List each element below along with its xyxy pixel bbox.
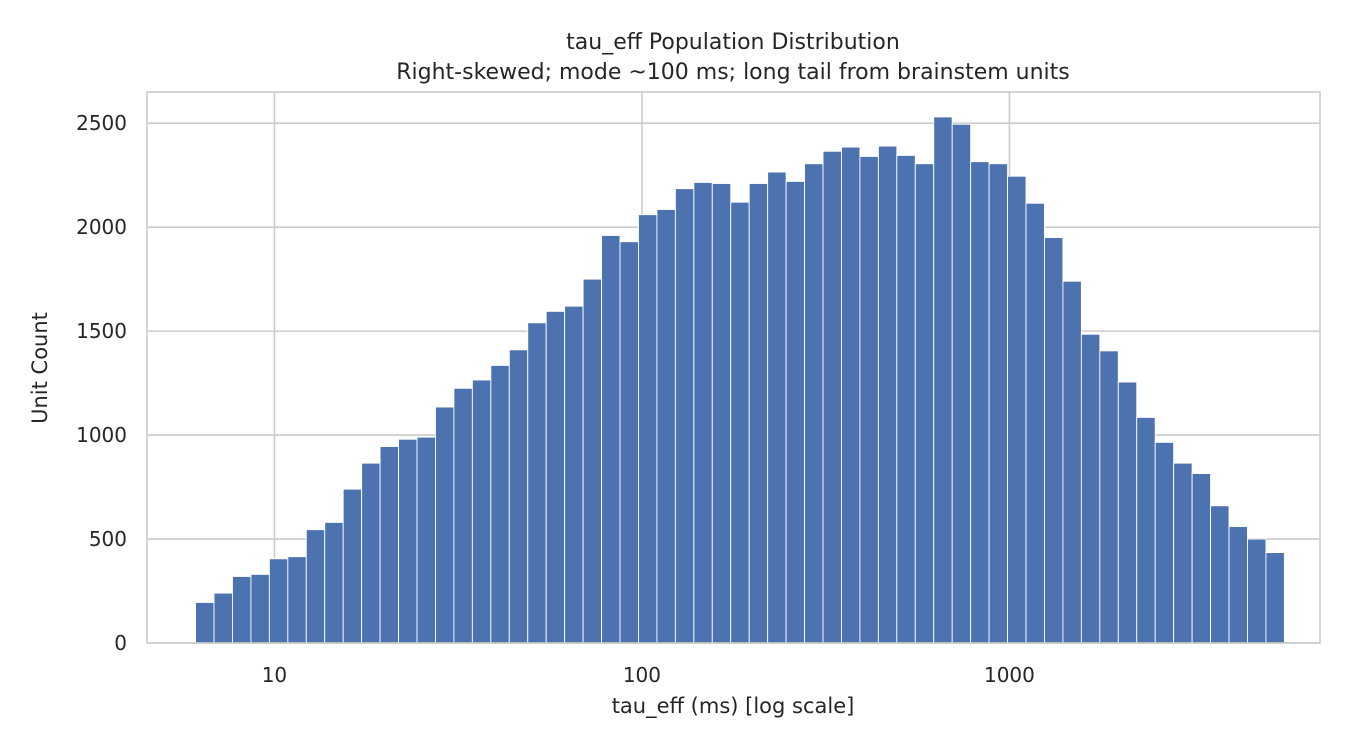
chart-subtitle: Right-skewed; mode ~100 ms; long tail fr… [396,60,1070,85]
histogram-bar [656,209,676,644]
histogram-bar [951,123,972,644]
histogram-bar [1173,462,1193,644]
x-tick-label: 10 [262,663,287,687]
histogram-bar [232,576,252,644]
histogram-bar [527,322,547,644]
histogram-bar [287,556,307,644]
histogram-bar [564,305,584,644]
histogram-bar [1265,552,1285,644]
histogram-bar [914,163,935,644]
histogram-bar [674,188,695,644]
histogram-bar [305,529,326,644]
histogram-bar [896,154,916,644]
x-axis-ticks: 10 100 1000 [262,663,1035,687]
histogram-bar [785,180,806,644]
x-tick-label: 100 [623,663,661,687]
histogram-bar [1044,237,1064,644]
histogram-bar [435,406,455,644]
histogram-bar [1154,441,1175,644]
plot-frame [146,91,1321,644]
histogram-bar [711,183,732,644]
x-axis-label: tau_eff (ms) [log scale] [612,694,855,719]
histogram-bar [195,602,215,644]
histogram-bar [988,163,1009,644]
histogram-bar [804,163,824,644]
histogram-bar [933,116,953,644]
histogram-bar [1247,538,1267,644]
histogram-bar [398,438,418,644]
histogram-bar [859,156,879,644]
histogram-bar [877,145,898,644]
histogram-bar [508,349,529,644]
histogram-bar [250,573,270,644]
histogram-bar [619,241,639,644]
histogram-bar [730,201,750,644]
histogram-bar [601,235,621,644]
histogram-bar [748,183,769,644]
y-tick-label: 2000 [76,215,127,239]
histogram-bar [361,462,381,644]
histogram-bar [841,146,861,644]
histogram-bar [1025,202,1045,644]
histogram-bar [1062,280,1082,644]
histogram-bar [1228,526,1248,644]
histogram-bar [1191,473,1212,644]
y-tick-label: 0 [114,631,127,655]
y-tick-label: 1500 [76,319,127,343]
histogram-bar [379,446,400,644]
histogram-bar [638,214,658,644]
y-tick-label: 500 [89,527,127,551]
histogram-bar [453,387,473,644]
histogram-bar [471,379,492,644]
histogram-bar [582,278,603,644]
histogram-bar [1007,175,1027,644]
y-tick-label: 2500 [76,111,127,135]
y-axis-ticks: 0 500 1000 1500 2000 2500 [76,111,127,655]
histogram-bar [545,310,566,644]
histogram-bar [767,171,787,644]
histogram-bar [1099,350,1119,644]
chart-title: tau_eff Population Distribution [566,30,900,55]
histogram-bar [970,161,990,644]
histogram-bar [342,488,363,644]
histogram-bar [1117,381,1138,644]
histogram-bar [822,150,842,644]
histogram-bar [213,592,233,644]
y-tick-label: 1000 [76,423,127,447]
histogram-bar [1136,416,1156,644]
histogram-bar [693,181,713,644]
histogram-bar [1080,333,1101,644]
x-tick-label: 1000 [984,663,1035,687]
histogram-bar [490,364,510,644]
histogram-bar [268,558,289,644]
histogram-bar [416,436,436,644]
histogram-bar [1210,505,1230,644]
histogram-bar [324,521,344,644]
y-axis-label: Unit Count [28,312,52,424]
